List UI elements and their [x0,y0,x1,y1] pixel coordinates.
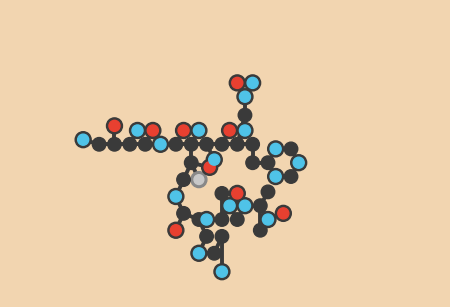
Circle shape [201,214,212,225]
Circle shape [224,125,235,136]
Circle shape [209,154,220,165]
Circle shape [268,169,284,185]
Circle shape [191,245,207,261]
Circle shape [191,172,207,188]
Circle shape [232,77,243,88]
Circle shape [75,132,91,148]
Circle shape [145,122,161,138]
Circle shape [261,185,275,199]
Circle shape [270,143,281,154]
Circle shape [221,198,238,214]
Circle shape [78,134,89,145]
Circle shape [92,138,106,151]
Circle shape [223,199,236,212]
Circle shape [178,125,189,136]
Circle shape [194,175,204,185]
Circle shape [214,264,230,280]
Circle shape [184,156,198,169]
Circle shape [237,122,253,138]
Circle shape [147,125,158,136]
Circle shape [224,200,235,211]
Circle shape [270,171,281,182]
Circle shape [130,122,145,138]
Circle shape [230,213,244,226]
Circle shape [202,159,218,175]
Circle shape [275,205,291,221]
Circle shape [194,125,204,136]
Circle shape [200,138,213,151]
Circle shape [204,162,215,173]
Circle shape [200,230,213,243]
Circle shape [168,188,184,204]
Circle shape [132,125,143,136]
Circle shape [291,155,306,171]
Circle shape [253,199,267,212]
Circle shape [268,141,284,157]
Circle shape [177,173,190,186]
Circle shape [278,208,289,219]
Circle shape [230,138,244,151]
Circle shape [215,187,229,200]
Circle shape [207,247,221,260]
Circle shape [108,138,121,151]
Circle shape [215,230,229,243]
Circle shape [169,138,183,151]
Circle shape [177,207,190,220]
Circle shape [262,214,274,225]
Circle shape [109,120,120,131]
Circle shape [215,213,229,226]
Circle shape [237,198,253,214]
Circle shape [123,138,137,151]
Circle shape [245,75,261,91]
Circle shape [139,138,152,151]
Circle shape [206,152,222,168]
Circle shape [246,138,259,151]
Circle shape [194,248,204,259]
Circle shape [284,170,298,183]
Circle shape [293,157,304,168]
Circle shape [198,212,215,227]
Circle shape [221,122,238,138]
Circle shape [192,213,206,226]
Circle shape [238,108,252,122]
Circle shape [191,122,207,138]
Circle shape [260,212,276,227]
Circle shape [107,118,122,134]
Circle shape [247,77,258,88]
Circle shape [246,156,259,169]
Circle shape [184,138,198,151]
Circle shape [171,225,181,236]
Circle shape [230,185,245,201]
Circle shape [155,139,166,150]
Circle shape [261,156,275,169]
Circle shape [171,191,181,202]
Circle shape [239,125,251,136]
Circle shape [237,89,253,105]
Circle shape [153,136,168,152]
Circle shape [215,138,229,151]
Circle shape [216,266,227,277]
Circle shape [176,122,192,138]
Circle shape [239,200,251,211]
Circle shape [253,223,267,237]
Circle shape [232,188,243,199]
Circle shape [230,75,245,91]
Circle shape [168,222,184,238]
Circle shape [239,91,251,102]
Circle shape [284,142,298,156]
